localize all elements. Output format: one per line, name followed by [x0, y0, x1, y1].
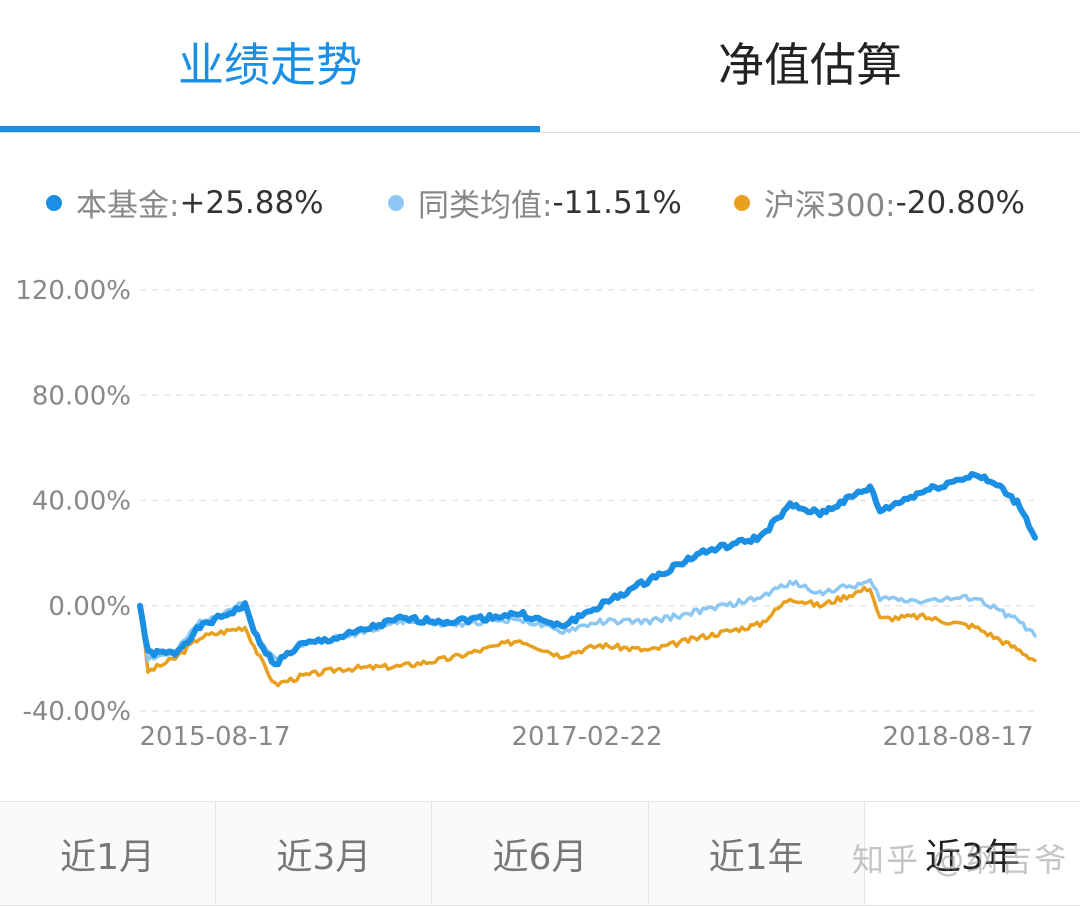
x-tick-label: 2017-02-22	[511, 722, 662, 752]
legend-label: 沪深300:	[764, 188, 896, 224]
series-lines	[137, 471, 1038, 688]
legend-value: -11.51%	[552, 184, 682, 221]
tab-performance[interactable]: 业绩走势	[178, 38, 362, 92]
y-tick-label: -40.00%	[22, 697, 131, 727]
csi300-line	[138, 585, 1037, 688]
csi300-dot-icon	[734, 194, 750, 211]
x-tick-label: 2018-08-17	[882, 722, 1033, 752]
y-axis-labels: 120.00% 80.00% 40.00% 0.00% -40.00%	[15, 276, 131, 727]
legend-item-peer-average: 同类均值: -11.51%	[388, 180, 682, 225]
period-selector: 近1月 近3月 近6月 近1年 近3年	[0, 801, 1080, 906]
legend-label: 本基金:	[76, 188, 180, 224]
legend-item-fund: 本基金: +25.88%	[46, 180, 324, 225]
fund-line	[137, 471, 1038, 668]
period-1-month[interactable]: 近1月	[0, 802, 217, 905]
y-tick-label: 40.00%	[32, 487, 131, 517]
chart-legend: 本基金: +25.88% 同类均值: -11.51% 沪深300: -20.80%	[0, 180, 1080, 230]
y-tick-label: 80.00%	[32, 381, 131, 411]
x-tick-label: 2015-08-17	[139, 722, 290, 752]
legend-value: -20.80%	[895, 184, 1026, 221]
active-tab-indicator	[0, 126, 540, 132]
x-axis-labels: 2015-08-17 2017-02-22 2018-08-17	[139, 722, 1033, 752]
fund-dot-icon	[46, 194, 62, 211]
period-1-year[interactable]: 近1年	[648, 802, 865, 905]
performance-line-chart: 120.00% 80.00% 40.00% 0.00% -40.00% 2015-08-…	[15, 276, 1038, 752]
legend-label: 同类均值:	[418, 188, 553, 224]
period-3-years[interactable]: 近3年	[864, 802, 1080, 905]
legend-value: +25.88%	[179, 184, 324, 221]
peer-dot-icon	[388, 194, 404, 211]
period-3-months[interactable]: 近3月	[216, 802, 433, 905]
legend-item-csi300: 沪深300: -20.80%	[734, 180, 1025, 225]
tab-nav-estimate[interactable]: 净值估算	[718, 38, 902, 92]
y-tick-label: 0.00%	[48, 592, 131, 622]
y-tick-label: 120.00%	[15, 276, 131, 306]
gridlines	[140, 289, 1035, 712]
watermark: 知乎 @纲吉爷	[852, 841, 1069, 879]
period-6-months[interactable]: 近6月	[432, 802, 649, 905]
tab-bar: 业绩走势 净值估算	[0, 0, 1080, 133]
